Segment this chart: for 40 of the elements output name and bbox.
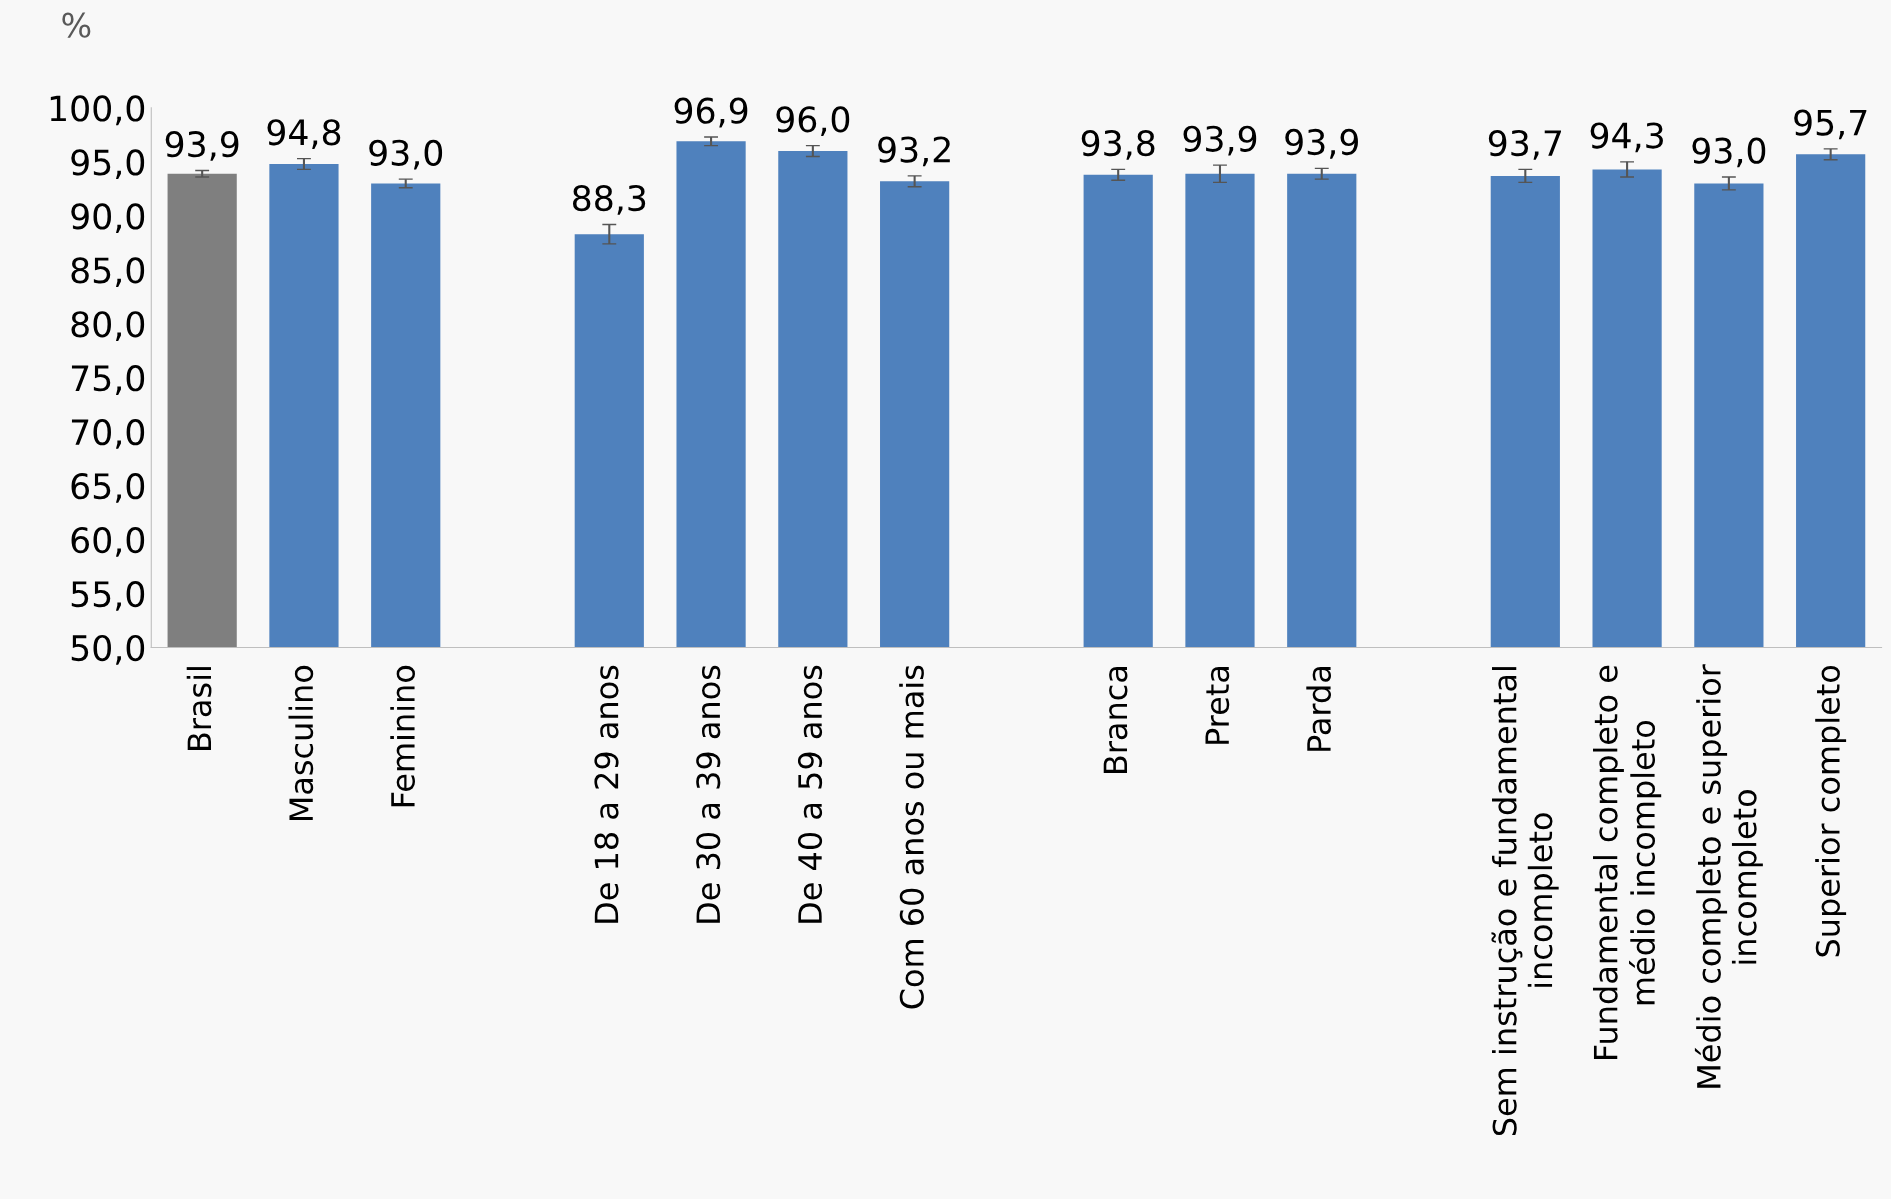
y-tick-label: 90,0 [71,203,145,234]
data-label: 88,3 [572,184,646,215]
y-tick-label: 60,0 [71,526,145,557]
x-tick-label: Superior completo [1815,665,1847,957]
y-tick-label: 80,0 [71,311,145,341]
x-tick-label: Branca [1103,667,1128,773]
x-tick-label: Brasil [186,667,212,751]
y-tick-label: 65,0 [71,473,145,503]
y-tick-label: 50,0 [71,634,145,665]
data-label: 93,7 [1488,129,1561,160]
x-tick-label: De 18 a 29 anos [594,665,619,923]
data-label: 94,3 [1590,122,1663,153]
data-label: 93,9 [1285,128,1358,159]
y-axis-title: % [62,12,91,38]
x-tick-label: Médio completo e superior incompleto [1694,664,1763,1088]
data-label: 96,0 [776,106,850,137]
x-tick-label: Com 60 anos ou mais [899,665,924,1009]
y-tick-label: 100,0 [50,95,145,126]
x-tick-label: Masculino [288,665,314,821]
x-tick-label: Preta [1205,667,1230,744]
data-label: 93,9 [165,131,239,161]
x-tick-label: Parda [1306,667,1332,751]
data-label: 93,2 [878,136,950,167]
x-tick-label: De 40 a 59 anos [797,665,823,923]
data-label: 93,8 [1081,129,1155,160]
data-label: 94,8 [267,119,341,149]
data-label: 93,0 [369,139,443,170]
x-tick-label: De 30 a 39 anos [696,665,721,923]
data-label: 93,9 [1183,125,1257,156]
y-tick-label: 70,0 [71,419,145,449]
y-tick-label: 95,0 [71,149,145,180]
y-tick-label: 85,0 [71,257,145,287]
x-tick-label: Fundamental completo e médio incompleto [1592,665,1662,1060]
data-label: 93,0 [1692,137,1766,168]
x-tick-label: Sem instrução e fundamental incompleto [1491,667,1559,1136]
y-tick-label: 75,0 [71,365,145,395]
y-tick-label: 55,0 [71,580,145,611]
x-tick-label: Feminino [390,665,415,807]
data-label: 95,7 [1794,109,1867,140]
data-label: 96,9 [674,97,748,128]
